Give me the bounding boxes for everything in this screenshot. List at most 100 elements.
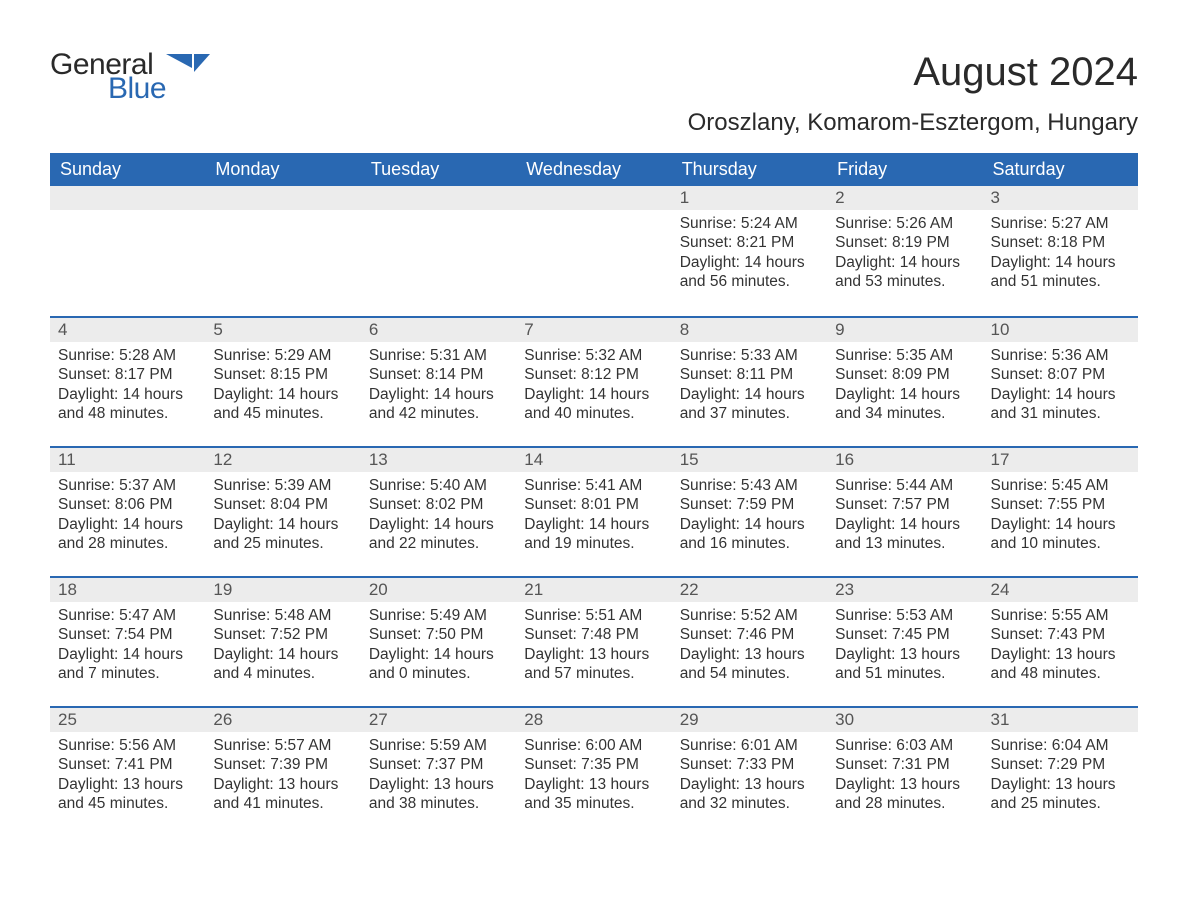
sunrise-line: Sunrise: 5:49 AM [369, 606, 508, 625]
sunset-value: 8:19 PM [892, 234, 950, 251]
daylight-line: Daylight: 14 hours and 19 minutes. [524, 515, 663, 554]
sunset-line: Sunset: 8:06 PM [58, 495, 197, 514]
calendar-day: 9Sunrise: 5:35 AMSunset: 8:09 PMDaylight… [827, 316, 982, 446]
daylight-line: Daylight: 14 hours and 16 minutes. [680, 515, 819, 554]
calendar-day: 7Sunrise: 5:32 AMSunset: 8:12 PMDaylight… [516, 316, 671, 446]
sunset-value: 8:01 PM [581, 496, 639, 513]
sunset-label: Sunset: [835, 496, 892, 513]
daylight-label: Daylight: [213, 386, 278, 403]
sunset-value: 8:11 PM [737, 366, 794, 383]
sunset-line: Sunset: 7:55 PM [991, 495, 1130, 514]
sunrise-value: 5:36 AM [1052, 347, 1109, 364]
daylight-label: Daylight: [213, 646, 278, 663]
calendar-empty [361, 186, 516, 316]
sunrise-label: Sunrise: [213, 737, 274, 754]
day-number: 10 [983, 316, 1138, 342]
sunset-label: Sunset: [58, 366, 115, 383]
sunrise-line: Sunrise: 6:03 AM [835, 736, 974, 755]
sunset-line: Sunset: 8:01 PM [524, 495, 663, 514]
sunset-line: Sunset: 7:57 PM [835, 495, 974, 514]
sunrise-value: 5:26 AM [896, 215, 953, 232]
day-body: Sunrise: 6:01 AMSunset: 7:33 PMDaylight:… [672, 732, 827, 820]
day-body: Sunrise: 5:57 AMSunset: 7:39 PMDaylight:… [205, 732, 360, 820]
day-number: 23 [827, 576, 982, 602]
sunset-value: 7:39 PM [270, 756, 328, 773]
daylight-label: Daylight: [369, 646, 434, 663]
day-number [205, 186, 360, 210]
daylight-line: Daylight: 13 hours and 28 minutes. [835, 775, 974, 814]
daylight-line: Daylight: 14 hours and 28 minutes. [58, 515, 197, 554]
daylight-line: Daylight: 14 hours and 25 minutes. [213, 515, 352, 554]
weekday-header: Tuesday [361, 153, 516, 186]
daylight-line: Daylight: 13 hours and 32 minutes. [680, 775, 819, 814]
day-number: 25 [50, 706, 205, 732]
sunrise-label: Sunrise: [213, 607, 274, 624]
day-number: 19 [205, 576, 360, 602]
sunset-label: Sunset: [524, 626, 581, 643]
sunrise-label: Sunrise: [369, 347, 430, 364]
daylight-line: Daylight: 14 hours and 40 minutes. [524, 385, 663, 424]
day-number: 2 [827, 186, 982, 210]
daylight-line: Daylight: 13 hours and 45 minutes. [58, 775, 197, 814]
calendar-day: 30Sunrise: 6:03 AMSunset: 7:31 PMDayligh… [827, 706, 982, 836]
sunrise-label: Sunrise: [991, 347, 1052, 364]
day-number: 3 [983, 186, 1138, 210]
daylight-line: Daylight: 13 hours and 54 minutes. [680, 645, 819, 684]
daylight-label: Daylight: [835, 386, 900, 403]
daylight-label: Daylight: [369, 386, 434, 403]
sunrise-label: Sunrise: [213, 477, 274, 494]
daylight-label: Daylight: [213, 516, 278, 533]
location: Oroszlany, Komarom-Esztergom, Hungary [688, 109, 1138, 137]
sunset-value: 7:46 PM [737, 626, 795, 643]
sunrise-value: 6:00 AM [585, 737, 642, 754]
sunset-line: Sunset: 8:18 PM [991, 233, 1130, 252]
calendar-day: 18Sunrise: 5:47 AMSunset: 7:54 PMDayligh… [50, 576, 205, 706]
daylight-label: Daylight: [991, 386, 1056, 403]
sunset-line: Sunset: 8:21 PM [680, 233, 819, 252]
sunrise-line: Sunrise: 6:01 AM [680, 736, 819, 755]
sunset-value: 7:41 PM [115, 756, 173, 773]
sunset-label: Sunset: [991, 626, 1048, 643]
sunrise-value: 5:24 AM [741, 215, 798, 232]
daylight-line: Daylight: 14 hours and 34 minutes. [835, 385, 974, 424]
sunset-line: Sunset: 7:54 PM [58, 625, 197, 644]
sunrise-label: Sunrise: [58, 737, 119, 754]
day-body: Sunrise: 5:40 AMSunset: 8:02 PMDaylight:… [361, 472, 516, 560]
calendar-week: 4Sunrise: 5:28 AMSunset: 8:17 PMDaylight… [50, 316, 1138, 446]
day-body: Sunrise: 5:47 AMSunset: 7:54 PMDaylight:… [50, 602, 205, 690]
calendar-week: 25Sunrise: 5:56 AMSunset: 7:41 PMDayligh… [50, 706, 1138, 836]
day-number: 15 [672, 446, 827, 472]
sunset-label: Sunset: [524, 756, 581, 773]
sunrise-label: Sunrise: [369, 477, 430, 494]
sunset-line: Sunset: 7:29 PM [991, 755, 1130, 774]
day-number: 17 [983, 446, 1138, 472]
calendar-day: 1Sunrise: 5:24 AMSunset: 8:21 PMDaylight… [672, 186, 827, 316]
sunset-line: Sunset: 7:43 PM [991, 625, 1130, 644]
day-body: Sunrise: 5:41 AMSunset: 8:01 PMDaylight:… [516, 472, 671, 560]
daylight-label: Daylight: [991, 776, 1056, 793]
day-body: Sunrise: 5:36 AMSunset: 8:07 PMDaylight:… [983, 342, 1138, 430]
day-body: Sunrise: 5:29 AMSunset: 8:15 PMDaylight:… [205, 342, 360, 430]
day-number: 27 [361, 706, 516, 732]
day-body: Sunrise: 5:26 AMSunset: 8:19 PMDaylight:… [827, 210, 982, 298]
calendar-day: 5Sunrise: 5:29 AMSunset: 8:15 PMDaylight… [205, 316, 360, 446]
sunrise-value: 5:32 AM [585, 347, 642, 364]
sunset-value: 8:02 PM [426, 496, 484, 513]
sunrise-label: Sunrise: [835, 737, 896, 754]
day-body: Sunrise: 5:33 AMSunset: 8:11 PMDaylight:… [672, 342, 827, 430]
sunset-value: 8:15 PM [270, 366, 328, 383]
sunrise-line: Sunrise: 5:56 AM [58, 736, 197, 755]
sunrise-label: Sunrise: [58, 477, 119, 494]
daylight-label: Daylight: [524, 516, 589, 533]
daylight-label: Daylight: [991, 516, 1056, 533]
daylight-line: Daylight: 13 hours and 51 minutes. [835, 645, 974, 684]
daylight-line: Daylight: 13 hours and 57 minutes. [524, 645, 663, 684]
sunset-line: Sunset: 7:41 PM [58, 755, 197, 774]
day-number [50, 186, 205, 210]
calendar-day: 11Sunrise: 5:37 AMSunset: 8:06 PMDayligh… [50, 446, 205, 576]
sunrise-line: Sunrise: 5:24 AM [680, 214, 819, 233]
day-body: Sunrise: 5:49 AMSunset: 7:50 PMDaylight:… [361, 602, 516, 690]
sunrise-value: 5:43 AM [741, 477, 798, 494]
flag-icon [166, 54, 210, 85]
sunset-line: Sunset: 8:09 PM [835, 365, 974, 384]
